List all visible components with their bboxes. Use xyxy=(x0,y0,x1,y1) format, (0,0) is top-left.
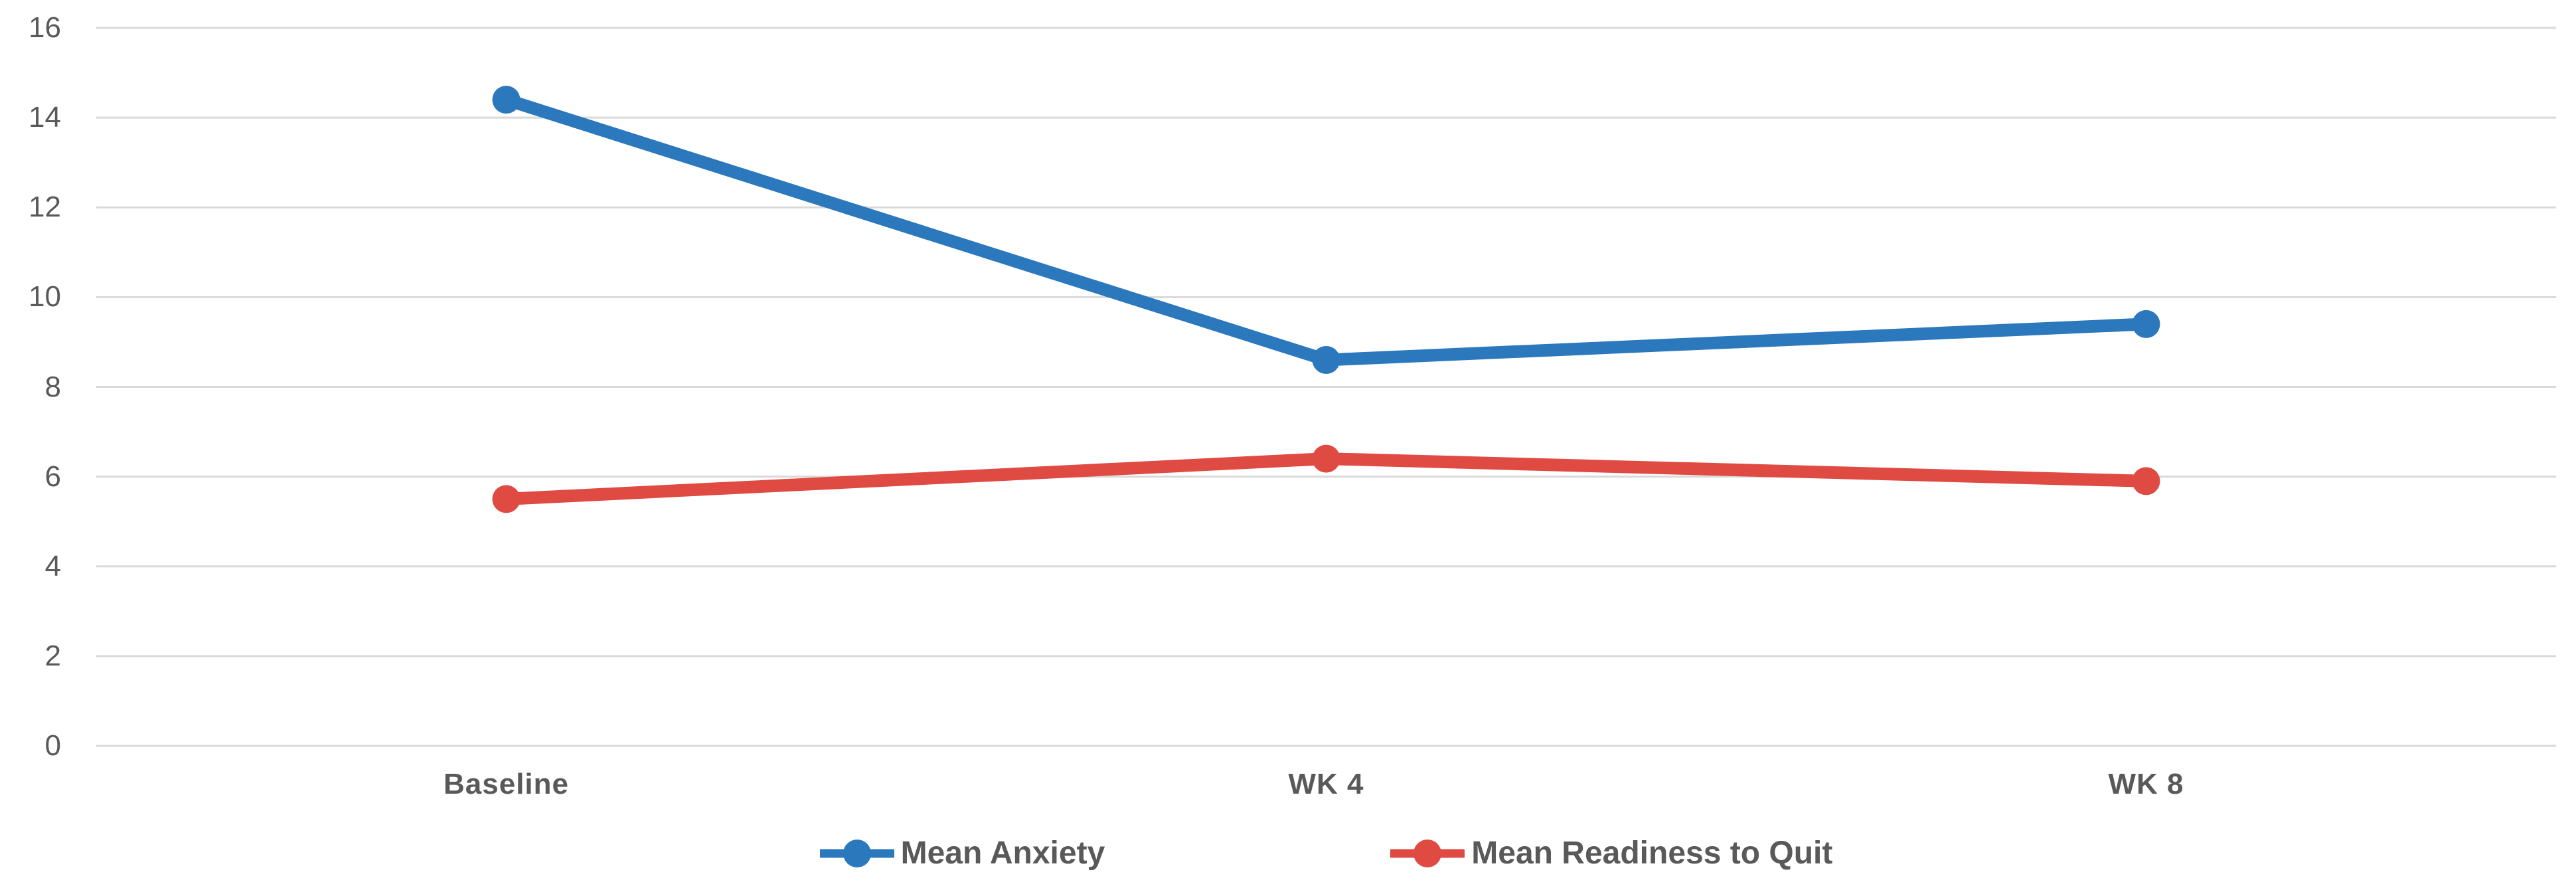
legend-label: Mean Readiness to Quit xyxy=(1471,836,1833,871)
legend-dot-icon xyxy=(843,840,871,867)
data-point-mean-anxiety-wk-4 xyxy=(1312,345,1340,374)
x-axis-label-wk-8: WK 8 xyxy=(2108,768,2184,800)
y-axis-label-6: 6 xyxy=(44,460,61,493)
data-point-mean-readiness-to-quit-wk-4 xyxy=(1312,444,1340,473)
x-axis-label-wk-4: WK 4 xyxy=(1288,768,1364,800)
series-line-mean-anxiety xyxy=(500,93,2152,367)
y-axis-label-14: 14 xyxy=(29,101,61,134)
data-point-mean-anxiety-baseline xyxy=(492,86,521,114)
y-axis-label-10: 10 xyxy=(29,280,61,313)
data-point-mean-readiness-to-quit-baseline xyxy=(492,485,521,513)
y-axis-label-4: 4 xyxy=(44,549,61,582)
y-axis-label-16: 16 xyxy=(29,11,61,44)
y-axis-label-12: 12 xyxy=(29,191,61,224)
y-axis-label-0: 0 xyxy=(44,729,61,762)
legend-item-mean-anxiety: Mean Anxiety xyxy=(819,834,1105,873)
legend: Mean Anxiety Mean Readiness to Quit xyxy=(96,829,2556,878)
data-point-mean-readiness-to-quit-wk-8 xyxy=(2132,467,2160,495)
legend-label: Mean Anxiety xyxy=(900,836,1105,871)
y-axis-label-8: 8 xyxy=(44,370,61,403)
legend-item-mean-readiness-to-quit: Mean Readiness to Quit xyxy=(1390,834,1832,873)
x-axis-label-baseline: Baseline xyxy=(443,768,569,800)
legend-line-marker-icon xyxy=(1390,840,1465,867)
legend-dot-icon xyxy=(1413,840,1442,867)
data-point-mean-anxiety-wk-8 xyxy=(2132,310,2160,338)
y-axis-label-2: 2 xyxy=(44,639,61,672)
legend-line-marker-icon xyxy=(819,840,894,867)
